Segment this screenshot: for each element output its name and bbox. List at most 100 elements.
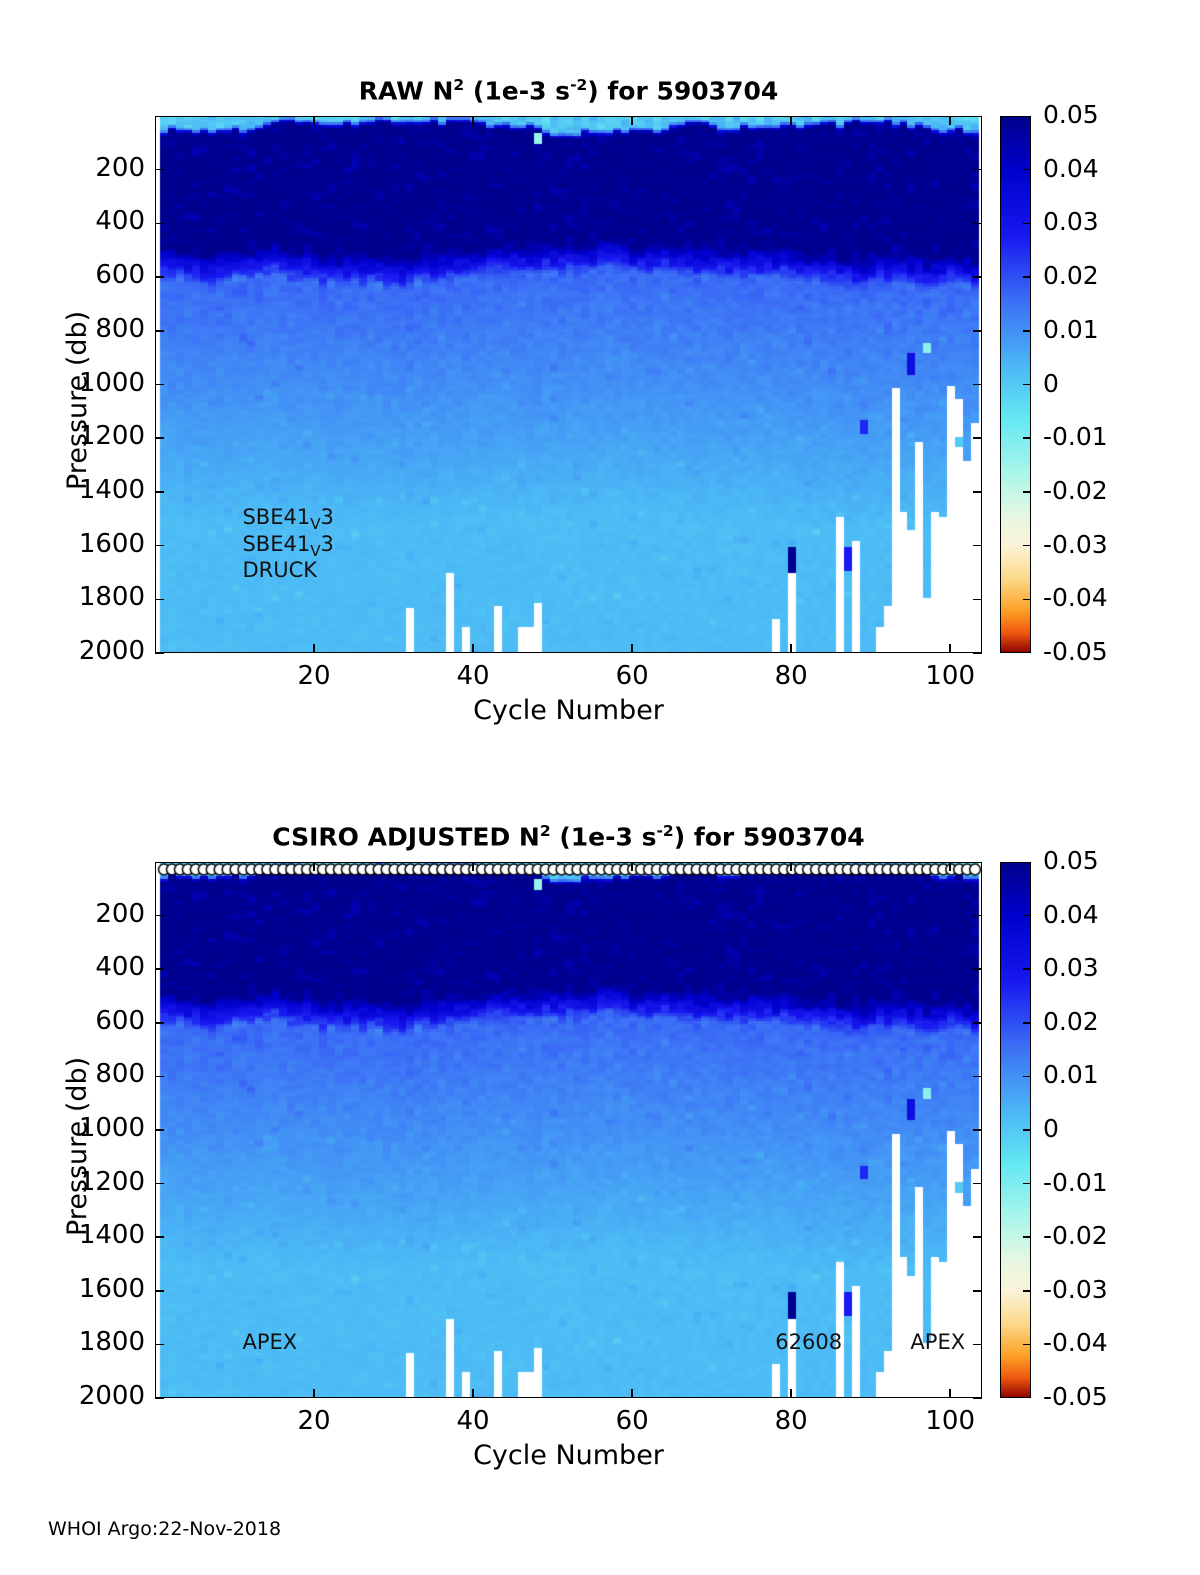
colorbar-tick-label: 0.01 bbox=[1043, 314, 1099, 344]
colorbar-tick-label: 0 bbox=[1043, 368, 1059, 398]
ytick-mark bbox=[973, 437, 982, 439]
ytick-mark bbox=[973, 1129, 982, 1131]
xtick-label: 20 bbox=[297, 1406, 331, 1436]
ytick-label: 600 bbox=[95, 260, 145, 291]
ytick-label: 2000 bbox=[78, 1381, 145, 1411]
colorbar-tick-label: 0.04 bbox=[1043, 153, 1099, 183]
xtick-label: 40 bbox=[456, 661, 490, 691]
colorbar-tick-mark bbox=[1023, 914, 1031, 917]
colorbar-tick-label: 0.02 bbox=[1043, 1006, 1099, 1036]
panel-adjusted-title: CSIRO ADJUSTED N2 (1e-3 s-2) for 5903704 bbox=[272, 822, 865, 852]
ytick-mark bbox=[155, 491, 164, 493]
ytick-label: 1600 bbox=[78, 1273, 145, 1304]
colorbar-tick-label: -0.02 bbox=[1043, 475, 1108, 505]
ytick-mark bbox=[155, 1397, 164, 1399]
ytick-mark bbox=[155, 1129, 164, 1131]
ytick-label: 400 bbox=[95, 206, 145, 237]
ytick-mark bbox=[973, 491, 982, 493]
xtick-label: 100 bbox=[925, 1406, 975, 1436]
xtick-label: 60 bbox=[615, 1406, 649, 1436]
ytick-mark bbox=[973, 598, 982, 601]
colorbar-tick-mark bbox=[1023, 598, 1031, 601]
colorbar-tick-label: -0.02 bbox=[1043, 1221, 1108, 1251]
plot-annotation: APEX bbox=[910, 1330, 965, 1354]
ytick-mark bbox=[155, 968, 164, 970]
ytick-mark bbox=[155, 168, 164, 171]
ytick-label: 1200 bbox=[78, 1166, 145, 1197]
colorbar-tick-mark bbox=[1023, 383, 1031, 386]
ytick-mark bbox=[155, 222, 164, 225]
colorbar-tick-mark bbox=[1023, 222, 1031, 225]
xtick-label: 40 bbox=[456, 1406, 490, 1436]
ytick-mark bbox=[155, 598, 164, 601]
panel-adjusted-heatmap bbox=[156, 863, 981, 1397]
xtick-mark bbox=[631, 116, 633, 125]
ytick-mark bbox=[155, 276, 164, 278]
annotation-subscript: V bbox=[310, 514, 321, 533]
colorbar-tick-mark bbox=[1023, 491, 1031, 493]
colorbar-tick-label: -0.01 bbox=[1043, 1167, 1108, 1197]
colorbar-tick-label: 0 bbox=[1043, 1114, 1059, 1143]
xtick-mark bbox=[313, 1389, 315, 1398]
ytick-mark bbox=[155, 1343, 164, 1346]
xtick-label: 100 bbox=[925, 661, 975, 691]
ytick-mark bbox=[973, 1397, 982, 1399]
colorbar-tick-label: 0.05 bbox=[1043, 100, 1099, 129]
annotation-tail: 3 bbox=[320, 504, 334, 529]
ytick-mark bbox=[973, 276, 982, 278]
colorbar-tick-label: 0.03 bbox=[1043, 207, 1099, 237]
panel-raw-axes bbox=[155, 116, 982, 653]
ytick-label: 1800 bbox=[78, 582, 145, 613]
colorbar-tick-mark bbox=[1023, 276, 1031, 278]
annotation-text: APEX bbox=[242, 1330, 298, 1355]
xtick-label: 80 bbox=[774, 1406, 808, 1436]
colorbar-tick-mark bbox=[1023, 1129, 1031, 1131]
xtick-mark bbox=[790, 644, 792, 653]
panel-raw-title: RAW N2 (1e-3 s-2) for 5903704 bbox=[358, 76, 779, 106]
panel-adjusted-axes bbox=[155, 862, 982, 1398]
colorbar-tick-mark bbox=[1023, 1290, 1031, 1292]
annotation-text: SBE41 bbox=[242, 531, 311, 556]
ytick-mark bbox=[155, 1182, 164, 1185]
xtick-mark bbox=[949, 862, 951, 871]
ytick-mark bbox=[973, 652, 982, 654]
colorbar-tick-label: 0.03 bbox=[1043, 953, 1099, 983]
plot-annotation: 62608 bbox=[775, 1330, 842, 1354]
colorbar-tick-label: 0.04 bbox=[1043, 899, 1099, 929]
colorbar-tick-label: -0.03 bbox=[1043, 1274, 1108, 1304]
ytick-mark bbox=[973, 1290, 982, 1292]
xtick-mark bbox=[472, 116, 474, 125]
xtick-mark bbox=[631, 862, 633, 871]
panel-raw-xlabel: Cycle Number bbox=[473, 695, 664, 726]
ytick-mark bbox=[155, 652, 164, 654]
xtick-mark bbox=[313, 116, 315, 125]
annotation-text: APEX bbox=[910, 1330, 966, 1355]
colorbar-tick-label: -0.04 bbox=[1043, 1328, 1108, 1358]
ytick-mark bbox=[155, 544, 164, 547]
xtick-mark bbox=[790, 862, 792, 871]
colorbar-tick-label: 0.05 bbox=[1043, 846, 1099, 875]
colorbar-tick-label: -0.03 bbox=[1043, 529, 1108, 559]
ytick-label: 600 bbox=[95, 1005, 145, 1036]
xtick-mark bbox=[949, 644, 951, 653]
ytick-mark bbox=[973, 1236, 982, 1238]
colorbar-tick-label: 0.02 bbox=[1043, 261, 1099, 291]
colorbar-tick-label: -0.04 bbox=[1043, 583, 1108, 613]
ytick-mark bbox=[155, 1075, 164, 1078]
ytick-label: 800 bbox=[95, 313, 145, 344]
panel-raw-heatmap bbox=[156, 117, 981, 652]
ytick-label: 1200 bbox=[78, 421, 145, 452]
ytick-mark bbox=[155, 914, 164, 917]
plot-annotation: SBE41V3 bbox=[242, 532, 333, 560]
ytick-mark bbox=[973, 1182, 982, 1185]
xtick-mark bbox=[631, 644, 633, 653]
colorbar-tick-label: 0.01 bbox=[1043, 1060, 1099, 1090]
colorbar-tick-mark bbox=[1023, 330, 1031, 332]
ytick-label: 1400 bbox=[78, 1220, 145, 1251]
xtick-mark bbox=[472, 644, 474, 653]
ytick-label: 1800 bbox=[78, 1327, 145, 1358]
ytick-mark bbox=[973, 383, 982, 386]
ytick-label: 200 bbox=[95, 898, 145, 929]
ytick-mark bbox=[973, 968, 982, 970]
ytick-mark bbox=[973, 222, 982, 225]
